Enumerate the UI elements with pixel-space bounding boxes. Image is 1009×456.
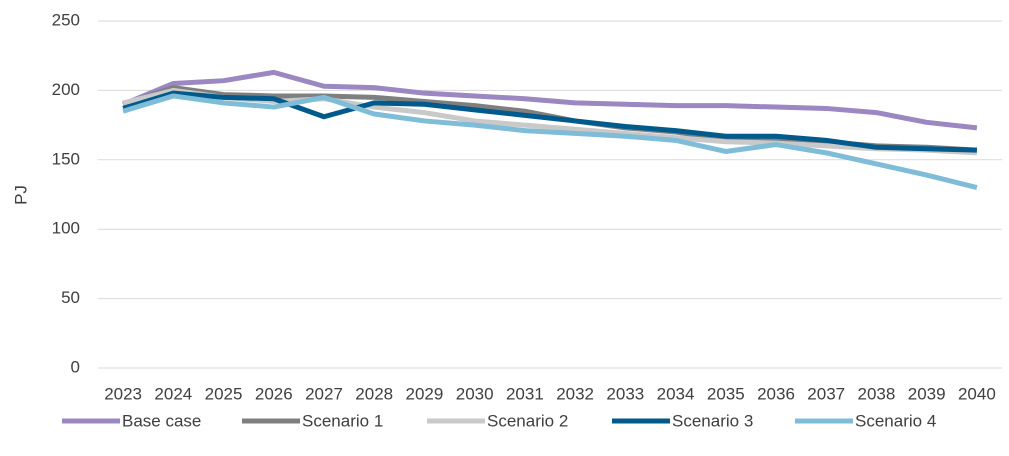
x-tick-label: 2032 bbox=[556, 384, 594, 403]
legend-label: Scenario 2 bbox=[487, 411, 568, 430]
series-line bbox=[122, 90, 977, 153]
legend-label: Scenario 4 bbox=[855, 411, 936, 430]
x-tick-label: 2036 bbox=[757, 384, 795, 403]
x-tick-label: 2029 bbox=[406, 384, 444, 403]
legend-label: Base case bbox=[122, 411, 201, 430]
y-tick-label: 250 bbox=[52, 10, 80, 29]
x-tick-label: 2037 bbox=[807, 384, 845, 403]
y-tick-label: 0 bbox=[71, 357, 80, 376]
x-tick-label: 2034 bbox=[657, 384, 695, 403]
x-tick-label: 2031 bbox=[506, 384, 544, 403]
y-tick-label: 100 bbox=[52, 219, 80, 238]
x-tick-label: 2035 bbox=[707, 384, 745, 403]
y-tick-label: 50 bbox=[61, 288, 80, 307]
x-tick-label: 2023 bbox=[104, 384, 142, 403]
y-tick-label: 150 bbox=[52, 149, 80, 168]
x-tick-label: 2028 bbox=[355, 384, 393, 403]
x-tick-label: 2039 bbox=[908, 384, 946, 403]
series-line bbox=[122, 69, 978, 131]
x-tick-label: 2025 bbox=[205, 384, 243, 403]
x-tick-label: 2024 bbox=[154, 384, 192, 403]
y-tick-label: 200 bbox=[52, 80, 80, 99]
legend-label: Scenario 3 bbox=[672, 411, 753, 430]
legend-label: Scenario 1 bbox=[302, 411, 383, 430]
x-tick-label: 2033 bbox=[606, 384, 644, 403]
x-tick-label: 2026 bbox=[255, 384, 293, 403]
series-line bbox=[122, 93, 978, 190]
x-tick-label: 2027 bbox=[305, 384, 343, 403]
x-tick-label: 2030 bbox=[456, 384, 494, 403]
x-tick-label: 2040 bbox=[958, 384, 996, 403]
y-axis-label: PJ bbox=[11, 185, 30, 205]
x-tick-label: 2038 bbox=[858, 384, 896, 403]
